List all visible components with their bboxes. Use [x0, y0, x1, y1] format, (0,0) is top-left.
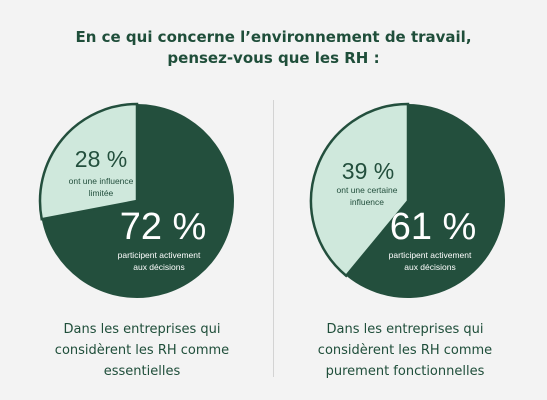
right-pie-slice-61: [346, 104, 505, 298]
left-pie-slice-label-72-line-1: participent activement: [118, 250, 201, 260]
left-pie-slice-label-28-line-2: limitée: [89, 188, 114, 198]
right-pie-slice-39: [309, 102, 410, 278]
left-pie-value-label-28: 28 %: [75, 146, 127, 172]
right-chart-caption: Dans les entreprises qui considèrent les…: [285, 319, 525, 382]
left-caption-line-2: considèrent les RH comme: [54, 343, 230, 358]
right-pie-slice-label-61-line-2: aux décisions: [404, 262, 456, 272]
right-pie-value-label-61: 61 %: [390, 206, 477, 248]
right-pie-value-label-39: 39 %: [342, 158, 394, 184]
chart-title-line-2: pensez-vous que les RH :: [167, 49, 380, 67]
right-caption-line-1: Dans les entreprises qui: [326, 322, 484, 337]
left-pie-slice-label-28-line-1: ont une influence: [69, 176, 134, 186]
left-chart-caption: Dans les entreprises qui considèrent les…: [22, 319, 262, 382]
left-caption-line-3: essentielles: [103, 364, 181, 379]
right-pie-slice-label-39-line-1: ont une certaine: [337, 185, 398, 195]
chart-title-line-1: En ce qui concerne l’environnement de tr…: [75, 28, 472, 46]
right-pie-slice-label-61-line-1: participent activement: [389, 250, 472, 260]
right-caption-line-2: considèrent les RH comme: [317, 343, 493, 358]
left-caption-line-1: Dans les entreprises qui: [63, 322, 221, 337]
left-pie-value-label-72: 72 %: [120, 206, 207, 248]
right-caption-line-3: purement fonctionnelles: [325, 364, 485, 379]
left-pie-slice-label-72-line-2: aux décisions: [133, 262, 185, 272]
right-pie-slice-label-39-line-2: influence: [350, 197, 384, 207]
left-pie-slice-28: [38, 102, 139, 221]
divider: [273, 100, 274, 377]
